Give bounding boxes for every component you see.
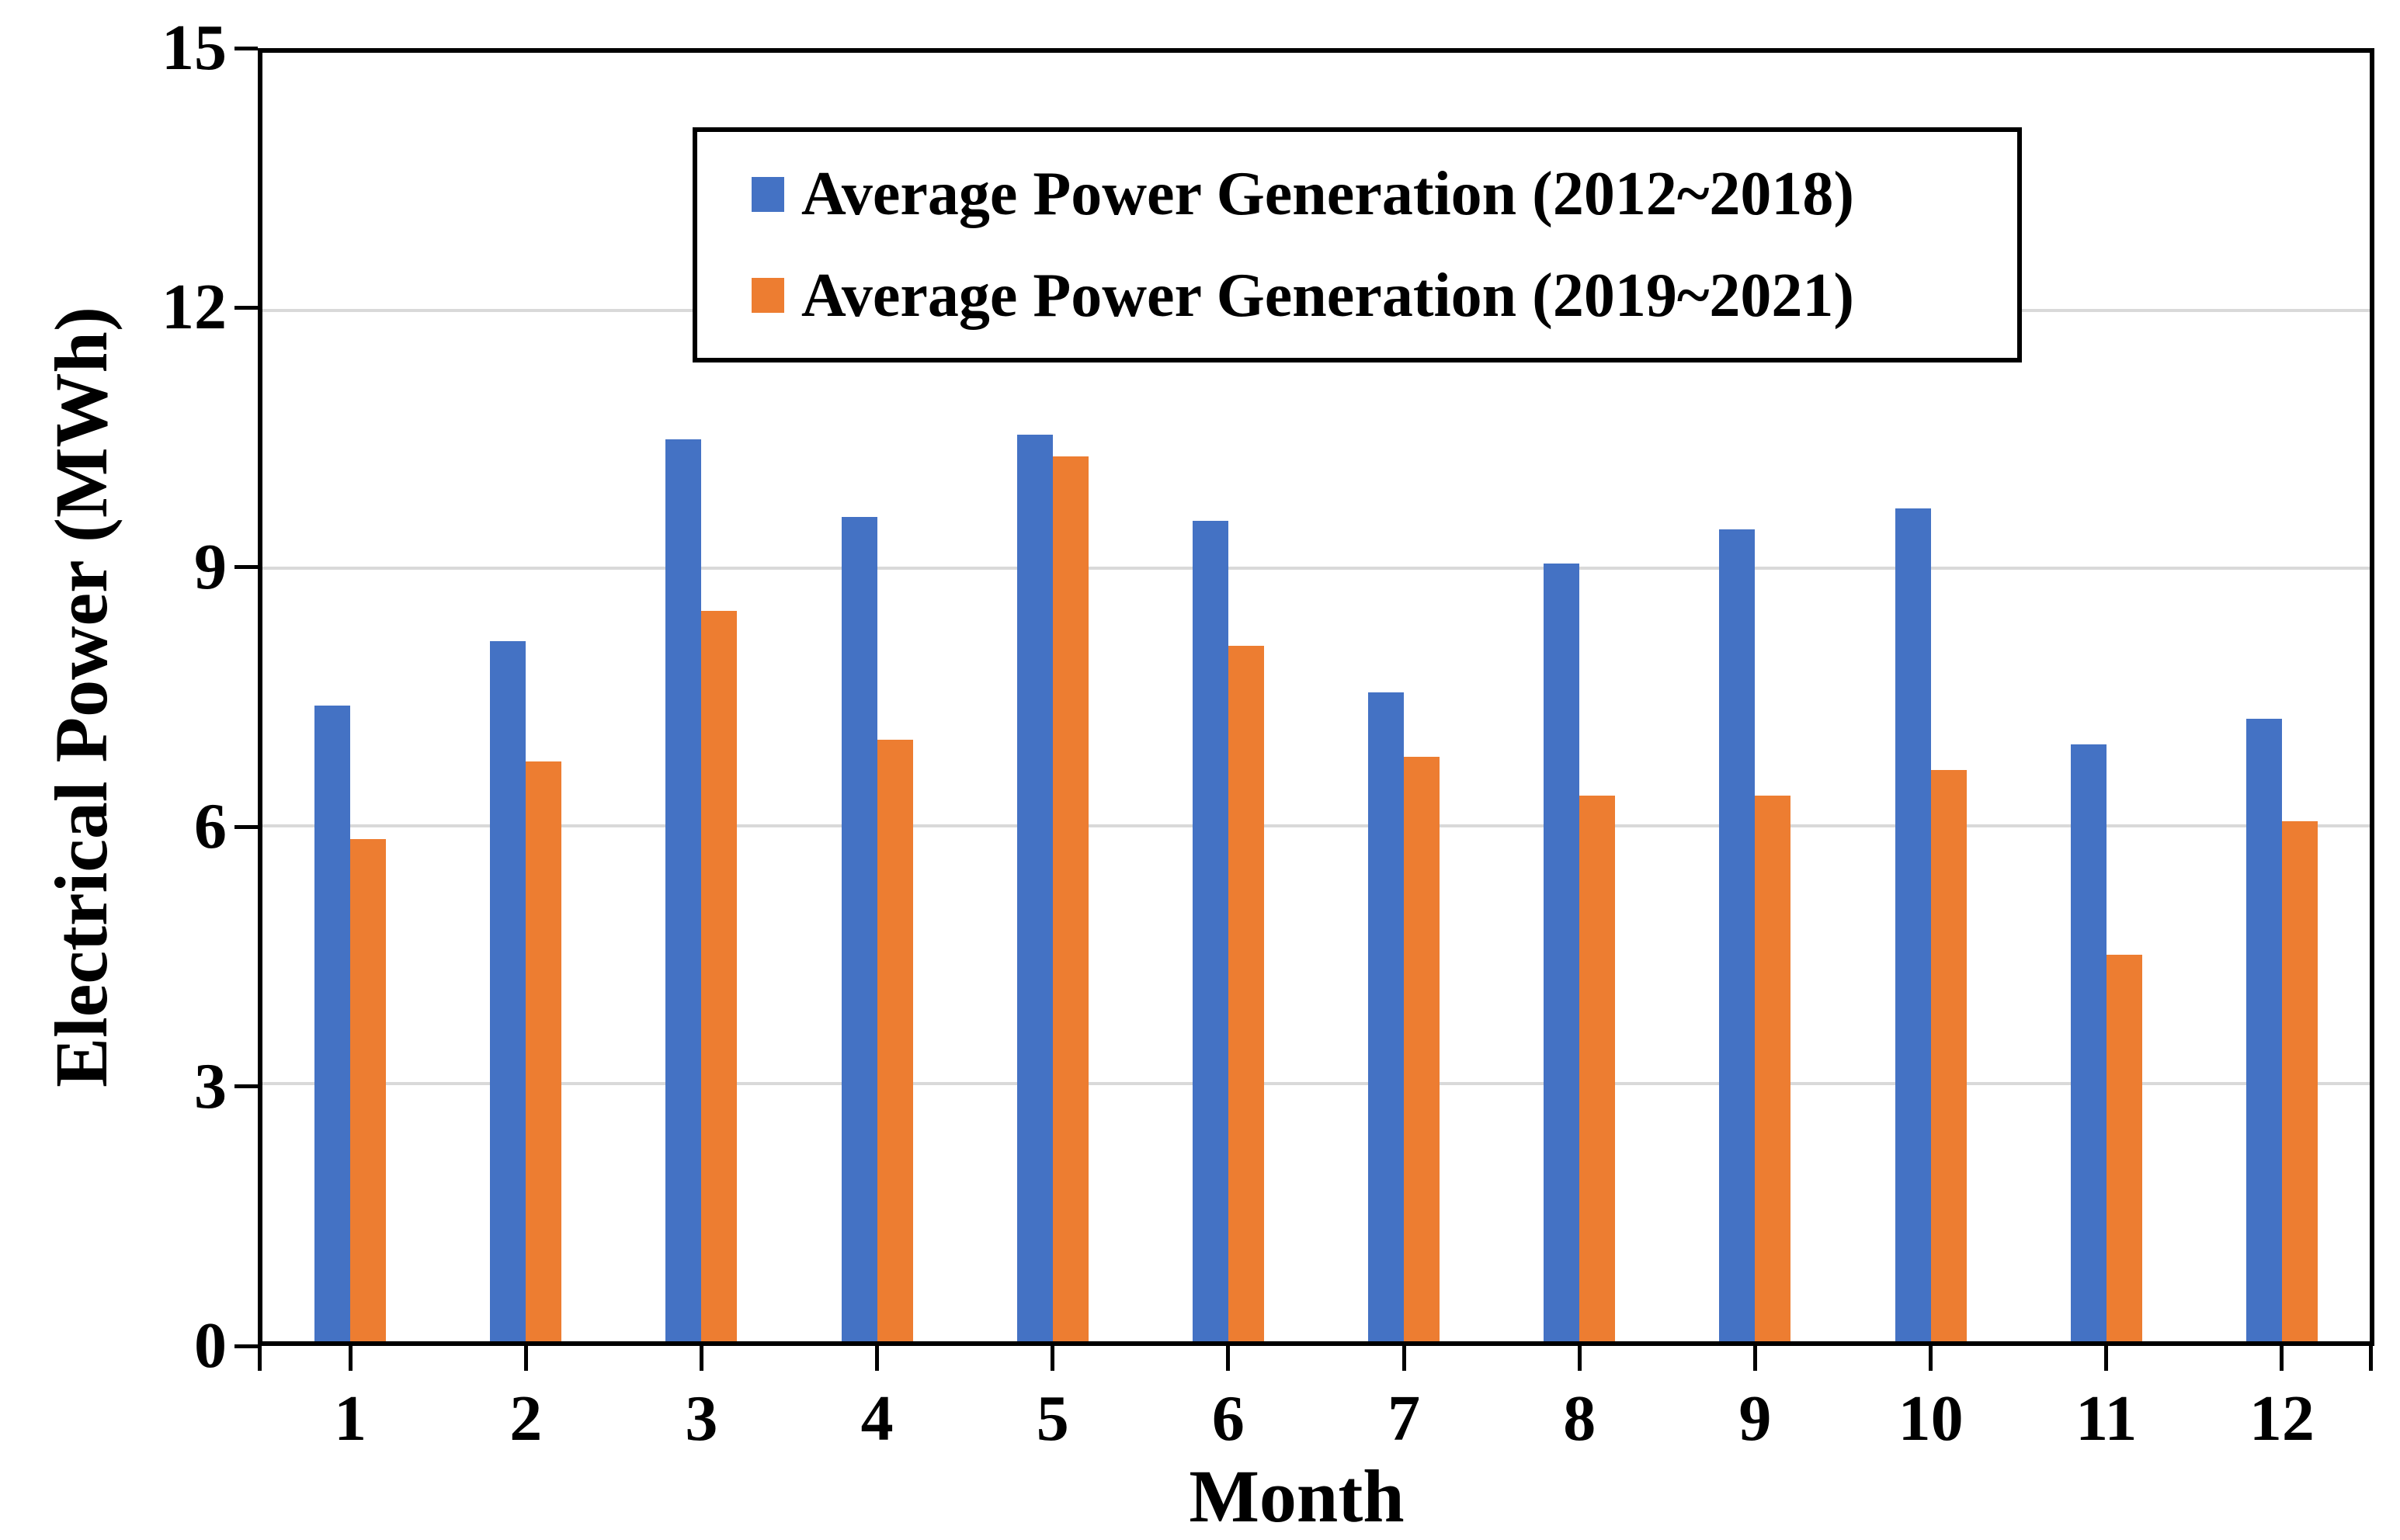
legend-label: Average Power Generation (2012~2018) bbox=[801, 160, 1855, 229]
bar-series2-month-6 bbox=[1228, 645, 1264, 1341]
bar-series2-month-2 bbox=[526, 761, 562, 1341]
x-axis-tick-8 bbox=[1401, 1346, 1406, 1371]
y-axis-tick-12 bbox=[234, 305, 258, 310]
bar-series2-month-8 bbox=[1579, 796, 1616, 1341]
legend-marker-icon bbox=[752, 278, 784, 314]
gridline-y-6 bbox=[262, 824, 2370, 827]
y-axis-label-3: 3 bbox=[194, 1049, 227, 1122]
plot-area: Average Power Generation (2012~2018) Aver… bbox=[258, 48, 2374, 1346]
y-axis-label-12: 12 bbox=[162, 271, 227, 344]
bar-series2-month-7 bbox=[1404, 757, 1440, 1341]
bar-series1-month-4 bbox=[841, 516, 877, 1341]
x-axis-tick-7 bbox=[1226, 1346, 1231, 1371]
bar-series2-month-4 bbox=[877, 740, 913, 1341]
x-axis-label-month-4: 4 bbox=[860, 1382, 894, 1455]
y-axis-tick-3 bbox=[234, 1084, 258, 1089]
bar-series2-month-12 bbox=[2281, 821, 2318, 1341]
bar-series1-month-12 bbox=[2245, 718, 2282, 1341]
bar-series2-month-9 bbox=[1755, 796, 1791, 1341]
y-axis-tick-9 bbox=[234, 565, 258, 570]
y-axis-label-15: 15 bbox=[162, 12, 227, 84]
x-axis-label-month-10: 10 bbox=[1898, 1382, 1964, 1455]
x-axis-tick-13 bbox=[2280, 1346, 2284, 1371]
x-axis-tick-10 bbox=[1752, 1346, 1757, 1371]
x-axis-label-month-11: 11 bbox=[2075, 1382, 2138, 1455]
legend-item-1: Average Power Generation (2012~2018) bbox=[752, 155, 2017, 233]
x-axis-tick-2 bbox=[348, 1346, 353, 1371]
legend-label: Average Power Generation (2019~2021) bbox=[801, 261, 1855, 330]
x-axis-label-month-2: 2 bbox=[509, 1382, 543, 1455]
x-axis-tick-1 bbox=[2368, 1346, 2373, 1371]
bar-series1-month-6 bbox=[1192, 521, 1228, 1341]
y-axis-label-6: 6 bbox=[194, 790, 227, 863]
bar-series1-month-5 bbox=[1016, 435, 1053, 1341]
x-axis-label-month-12: 12 bbox=[2249, 1382, 2315, 1455]
legend-marker-icon bbox=[752, 176, 784, 212]
x-axis-label-month-5: 5 bbox=[1036, 1382, 1069, 1455]
bar-series1-month-7 bbox=[1368, 692, 1405, 1341]
y-axis-tick-6 bbox=[234, 824, 258, 829]
bar-series2-month-10 bbox=[1930, 770, 1967, 1341]
x-axis-tick-0 bbox=[257, 1346, 262, 1371]
bar-series1-month-9 bbox=[1719, 529, 1756, 1341]
y-axis-title: Electrical Power (MWh) bbox=[40, 307, 123, 1087]
bar-series1-month-10 bbox=[1895, 508, 1931, 1341]
bar-series1-month-8 bbox=[1544, 564, 1580, 1341]
x-axis-label-month-7: 7 bbox=[1388, 1382, 1421, 1455]
gridline-y-3 bbox=[262, 1082, 2370, 1085]
y-axis-label-9: 9 bbox=[194, 530, 227, 603]
gridline-y-9 bbox=[262, 567, 2370, 570]
x-axis-label-month-1: 1 bbox=[334, 1382, 367, 1455]
x-axis-tick-3 bbox=[523, 1346, 528, 1371]
bar-series1-month-1 bbox=[314, 706, 351, 1341]
x-axis-tick-5 bbox=[875, 1346, 880, 1371]
legend: Average Power Generation (2012~2018) Aver… bbox=[693, 127, 2022, 362]
x-axis-tick-9 bbox=[1577, 1346, 1582, 1371]
legend-item-2: Average Power Generation (2019~2021) bbox=[752, 257, 2017, 335]
bar-series1-month-2 bbox=[490, 641, 526, 1341]
x-axis-label-month-9: 9 bbox=[1738, 1382, 1772, 1455]
x-axis-label-month-8: 8 bbox=[1563, 1382, 1596, 1455]
y-axis-tick-0 bbox=[234, 1344, 258, 1348]
bar-series1-month-3 bbox=[665, 439, 702, 1341]
x-axis-tick-6 bbox=[1051, 1346, 1055, 1371]
y-axis-tick-15 bbox=[234, 46, 258, 50]
bar-series1-month-11 bbox=[2070, 744, 2107, 1341]
x-axis-tick-4 bbox=[699, 1346, 703, 1371]
bar-series2-month-5 bbox=[1052, 456, 1089, 1341]
x-axis-label-month-6: 6 bbox=[1211, 1382, 1245, 1455]
x-axis-tick-12 bbox=[2104, 1346, 2109, 1371]
x-axis-tick-11 bbox=[1929, 1346, 1933, 1371]
bar-series2-month-1 bbox=[350, 838, 387, 1341]
y-axis-label-0: 0 bbox=[194, 1309, 227, 1382]
bar-series2-month-3 bbox=[701, 611, 738, 1341]
x-axis-title: Month bbox=[1189, 1455, 1405, 1538]
x-axis-label-month-3: 3 bbox=[685, 1382, 718, 1455]
bar-series2-month-11 bbox=[2106, 955, 2142, 1341]
